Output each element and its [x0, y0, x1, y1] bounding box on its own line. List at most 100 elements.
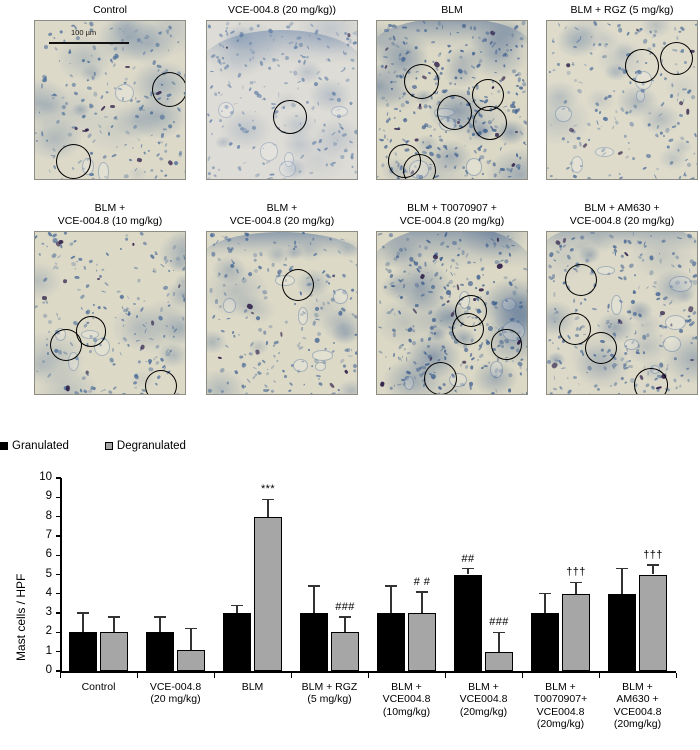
- error-bar-stem: [236, 605, 238, 614]
- error-bar-stem: [652, 564, 654, 575]
- significance-annotation: ***: [260, 483, 276, 496]
- bar-granulated: [608, 593, 636, 671]
- micrograph-image: [546, 231, 698, 395]
- mast-cell-marker-circle: [423, 361, 457, 394]
- tissue-background: [35, 232, 185, 394]
- error-bar-cap: [462, 568, 474, 570]
- bar-granulated: [531, 613, 559, 671]
- mast-cell-marker-circle: [559, 313, 591, 346]
- mast-cell-marker-circle: [452, 313, 484, 346]
- mast-cell-marker-circle: [473, 106, 507, 140]
- mast-cell-marker-circle: [50, 329, 82, 362]
- micrograph-image: [376, 20, 528, 180]
- error-bar-cap: [570, 581, 582, 583]
- x-category-label: BLM + AM630 + VCE004.8 (20mg/kg): [613, 681, 662, 731]
- error-bar-cap: [308, 585, 320, 587]
- x-tick-mark: [291, 672, 293, 678]
- micrograph-panel: BLM + VCE-004.8 (20 mg/kg): [206, 202, 358, 395]
- tissue-nuclei: [207, 232, 357, 394]
- error-bar-stem: [467, 568, 469, 575]
- error-bar-cap: [108, 616, 120, 618]
- y-tick-mark: [56, 573, 61, 576]
- y-tick-label: 3: [45, 606, 52, 619]
- error-bar-cap: [385, 585, 397, 587]
- micrograph-image: [376, 231, 528, 395]
- mast-cell-marker-circle: [565, 264, 597, 297]
- y-tick-label: 5: [45, 567, 52, 580]
- error-bar-cap: [77, 612, 89, 614]
- micrograph-caption: BLM + VCE-004.8 (10 mg/kg): [57, 202, 163, 227]
- mast-cell-marker-circle: [152, 71, 185, 107]
- mast-cell-marker-circle: [56, 144, 91, 179]
- micrograph-panel: Control 100 µm: [34, 4, 186, 180]
- error-bar-cap: [416, 591, 428, 593]
- bar-granulated: [454, 574, 482, 671]
- bar-degranulated: [254, 516, 282, 671]
- y-tick-label: 10: [39, 471, 52, 483]
- y-tick-mark: [56, 477, 61, 479]
- y-tick-label: 7: [45, 528, 52, 541]
- significance-annotation: †††: [566, 566, 586, 579]
- x-axis-line: [60, 671, 676, 673]
- x-category-label: BLM + T0070907+ VCE004.8 (20mg/kg): [533, 681, 588, 731]
- legend-swatch-icon: [104, 442, 113, 450]
- y-tick-label: 6: [45, 548, 52, 561]
- x-category-label: BLM: [241, 681, 264, 693]
- x-category-label: VCE-004.8 (20 mg/kg): [149, 681, 202, 706]
- y-tick-mark: [56, 651, 61, 653]
- x-category-label: BLM + RGZ (5 mg/kg): [301, 681, 358, 706]
- error-bar-stem: [421, 591, 423, 614]
- bar-degranulated: [331, 632, 359, 671]
- mast-cell-marker-circle: [584, 332, 617, 365]
- scale-bar-line: [49, 42, 129, 44]
- y-tick-label: 0: [45, 664, 52, 676]
- scale-bar-label: 100 µm: [71, 28, 97, 37]
- x-tick-mark: [214, 672, 216, 678]
- y-tick-label: 9: [45, 490, 52, 503]
- micrograph-panel: BLM + VCE-004.8 (10 mg/kg): [34, 202, 186, 395]
- error-bar-stem: [344, 616, 346, 633]
- micrograph-image: 100 µm: [34, 20, 186, 180]
- micrograph-image: [206, 231, 358, 395]
- bar-degranulated: [177, 649, 205, 671]
- x-tick-mark: [599, 672, 601, 678]
- mast-cell-marker-circle: [625, 49, 659, 83]
- x-category-label: BLM + VCE004.8 (20mg/kg): [459, 681, 508, 718]
- micrograph-panel: VCE-004.8 (20 mg/kg)): [206, 4, 358, 180]
- bar-granulated: [146, 632, 174, 671]
- x-tick-mark: [368, 672, 370, 678]
- bar-degranulated: [485, 651, 513, 671]
- error-bar-cap: [539, 593, 551, 595]
- y-tick-mark: [56, 554, 61, 556]
- mast-cell-marker-circle: [273, 100, 307, 134]
- legend-label: Granulated: [12, 440, 69, 452]
- micrograph-caption: BLM + AM630 + VCE-004.8 (20 mg/kg): [569, 202, 675, 227]
- error-bar-cap: [262, 498, 274, 500]
- error-bar-stem: [159, 616, 161, 633]
- micrograph-caption: BLM + T0070907 + VCE-004.8 (20 mg/kg): [399, 202, 505, 227]
- error-bar-stem: [190, 628, 192, 650]
- y-axis-line: [60, 478, 62, 672]
- x-tick-mark: [137, 672, 139, 678]
- mast-cell-marker-circle: [282, 269, 314, 302]
- mast-cell-marker-circle: [75, 316, 106, 347]
- mast-cell-marker-circle: [404, 63, 439, 99]
- y-tick-mark: [56, 612, 61, 614]
- mast-cell-marker-circle: [659, 41, 693, 76]
- bar-granulated: [223, 613, 251, 671]
- error-bar-stem: [313, 586, 315, 614]
- mast-cell-marker-circle: [634, 368, 668, 394]
- y-tick-label: 1: [45, 644, 52, 657]
- bar-degranulated: [408, 613, 436, 671]
- error-bar-cap: [493, 631, 505, 634]
- y-tick-mark: [56, 670, 61, 672]
- micrograph-caption: Control: [93, 3, 127, 16]
- error-bar-cap: [616, 568, 628, 570]
- micrograph-caption: BLM + RGZ (5 mg/kg): [570, 3, 674, 16]
- x-tick-mark: [676, 672, 678, 678]
- y-tick-label: 2: [45, 625, 52, 638]
- mast-cell-marker-circle: [144, 369, 177, 394]
- error-bar-stem: [113, 616, 115, 633]
- legend-item-granulated: Granulated: [0, 440, 69, 452]
- bar-granulated: [300, 613, 328, 671]
